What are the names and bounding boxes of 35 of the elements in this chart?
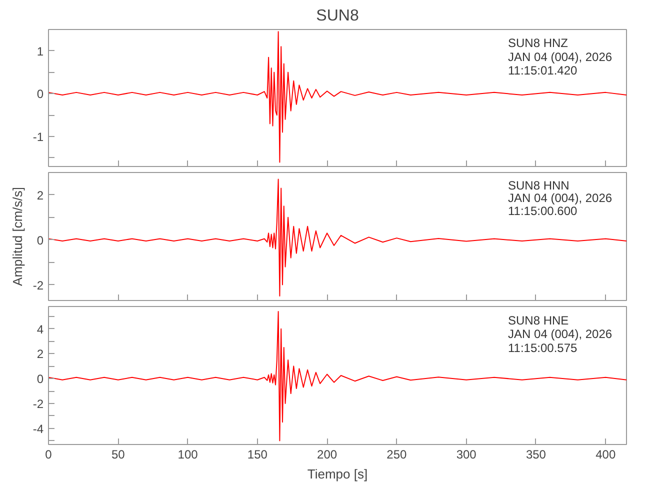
x-tick-label: 350 — [526, 448, 546, 462]
x-tick-label: 100 — [178, 448, 198, 462]
y-tick-label: 2 — [36, 188, 44, 202]
x-tick-label: 400 — [596, 448, 616, 462]
y-tick-label: -1 — [32, 130, 44, 144]
annotation: JAN 04 (004), 2026 — [508, 327, 612, 342]
x-tick-label: 200 — [317, 448, 338, 462]
annotation: JAN 04 (004), 2026 — [508, 191, 612, 206]
y-tick-label: -4 — [32, 422, 44, 436]
x-tick-label: 300 — [456, 448, 477, 462]
y-tick-label: 4 — [36, 322, 44, 336]
x-tick-label: 150 — [247, 448, 268, 462]
line-series — [48, 31, 626, 163]
annotation: 11:15:00.575 — [508, 340, 578, 355]
y-tick-label: 1 — [36, 44, 44, 58]
annotation: JAN 04 (004), 2026 — [508, 50, 612, 64]
x-tick-label: 0 — [45, 448, 52, 462]
chart-title: SUN8 — [316, 8, 359, 24]
y-tick-label: -2 — [32, 278, 44, 292]
annotation: SUN8 HNN — [508, 178, 570, 192]
x-tick-label: 250 — [386, 448, 408, 462]
annotation: 11:15:00.600 — [508, 204, 578, 218]
annotation: 11:15:01.420 — [508, 64, 578, 78]
y-tick-label: 0 — [36, 233, 44, 248]
y-tick-label: 2 — [36, 347, 44, 362]
annotation: SUN8 HNE — [508, 313, 569, 328]
x-axis-title: Tiempo [s] — [307, 466, 368, 482]
annotation: SUN8 HNZ — [508, 36, 568, 50]
line-series — [48, 178, 626, 297]
x-tick-label: 50 — [111, 448, 126, 462]
y-tick-label: 0 — [36, 87, 44, 102]
y-tick-label: -2 — [32, 396, 44, 411]
y-tick-label: 0 — [36, 372, 44, 386]
line-series — [48, 310, 626, 442]
y-axis-title: Amplitud [cm/s/s] — [10, 187, 25, 286]
